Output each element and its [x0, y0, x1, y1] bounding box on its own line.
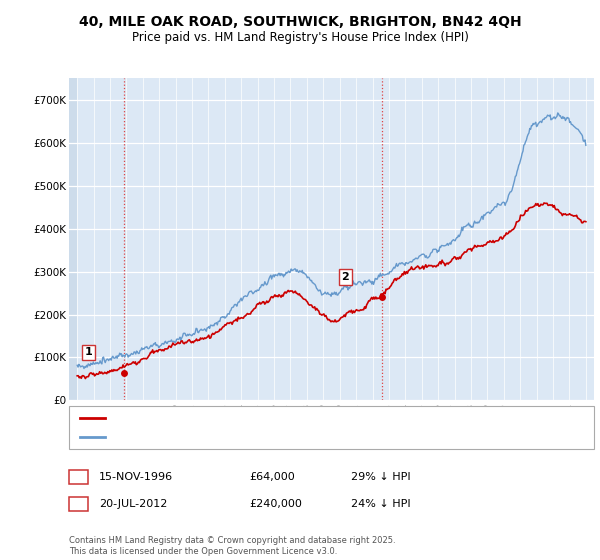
- Text: 2: 2: [341, 272, 349, 282]
- Bar: [69, 78, 77, 400]
- Text: £64,000: £64,000: [249, 472, 295, 482]
- Text: 15-NOV-1996: 15-NOV-1996: [99, 472, 173, 482]
- Text: HPI: Average price, detached house, Adur: HPI: Average price, detached house, Adur: [112, 432, 320, 442]
- Text: 40, MILE OAK ROAD, SOUTHWICK, BRIGHTON, BN42 4QH: 40, MILE OAK ROAD, SOUTHWICK, BRIGHTON, …: [79, 15, 521, 29]
- Text: 29% ↓ HPI: 29% ↓ HPI: [351, 472, 410, 482]
- Text: 1: 1: [75, 472, 82, 482]
- Text: 1: 1: [85, 347, 92, 357]
- Text: 20-JUL-2012: 20-JUL-2012: [99, 499, 167, 509]
- Text: 40, MILE OAK ROAD, SOUTHWICK, BRIGHTON, BN42 4QH (detached house): 40, MILE OAK ROAD, SOUTHWICK, BRIGHTON, …: [112, 413, 486, 423]
- Text: Contains HM Land Registry data © Crown copyright and database right 2025.
This d: Contains HM Land Registry data © Crown c…: [69, 536, 395, 556]
- Text: 24% ↓ HPI: 24% ↓ HPI: [351, 499, 410, 509]
- Text: Price paid vs. HM Land Registry's House Price Index (HPI): Price paid vs. HM Land Registry's House …: [131, 31, 469, 44]
- Text: 2: 2: [75, 499, 82, 509]
- Text: £240,000: £240,000: [249, 499, 302, 509]
